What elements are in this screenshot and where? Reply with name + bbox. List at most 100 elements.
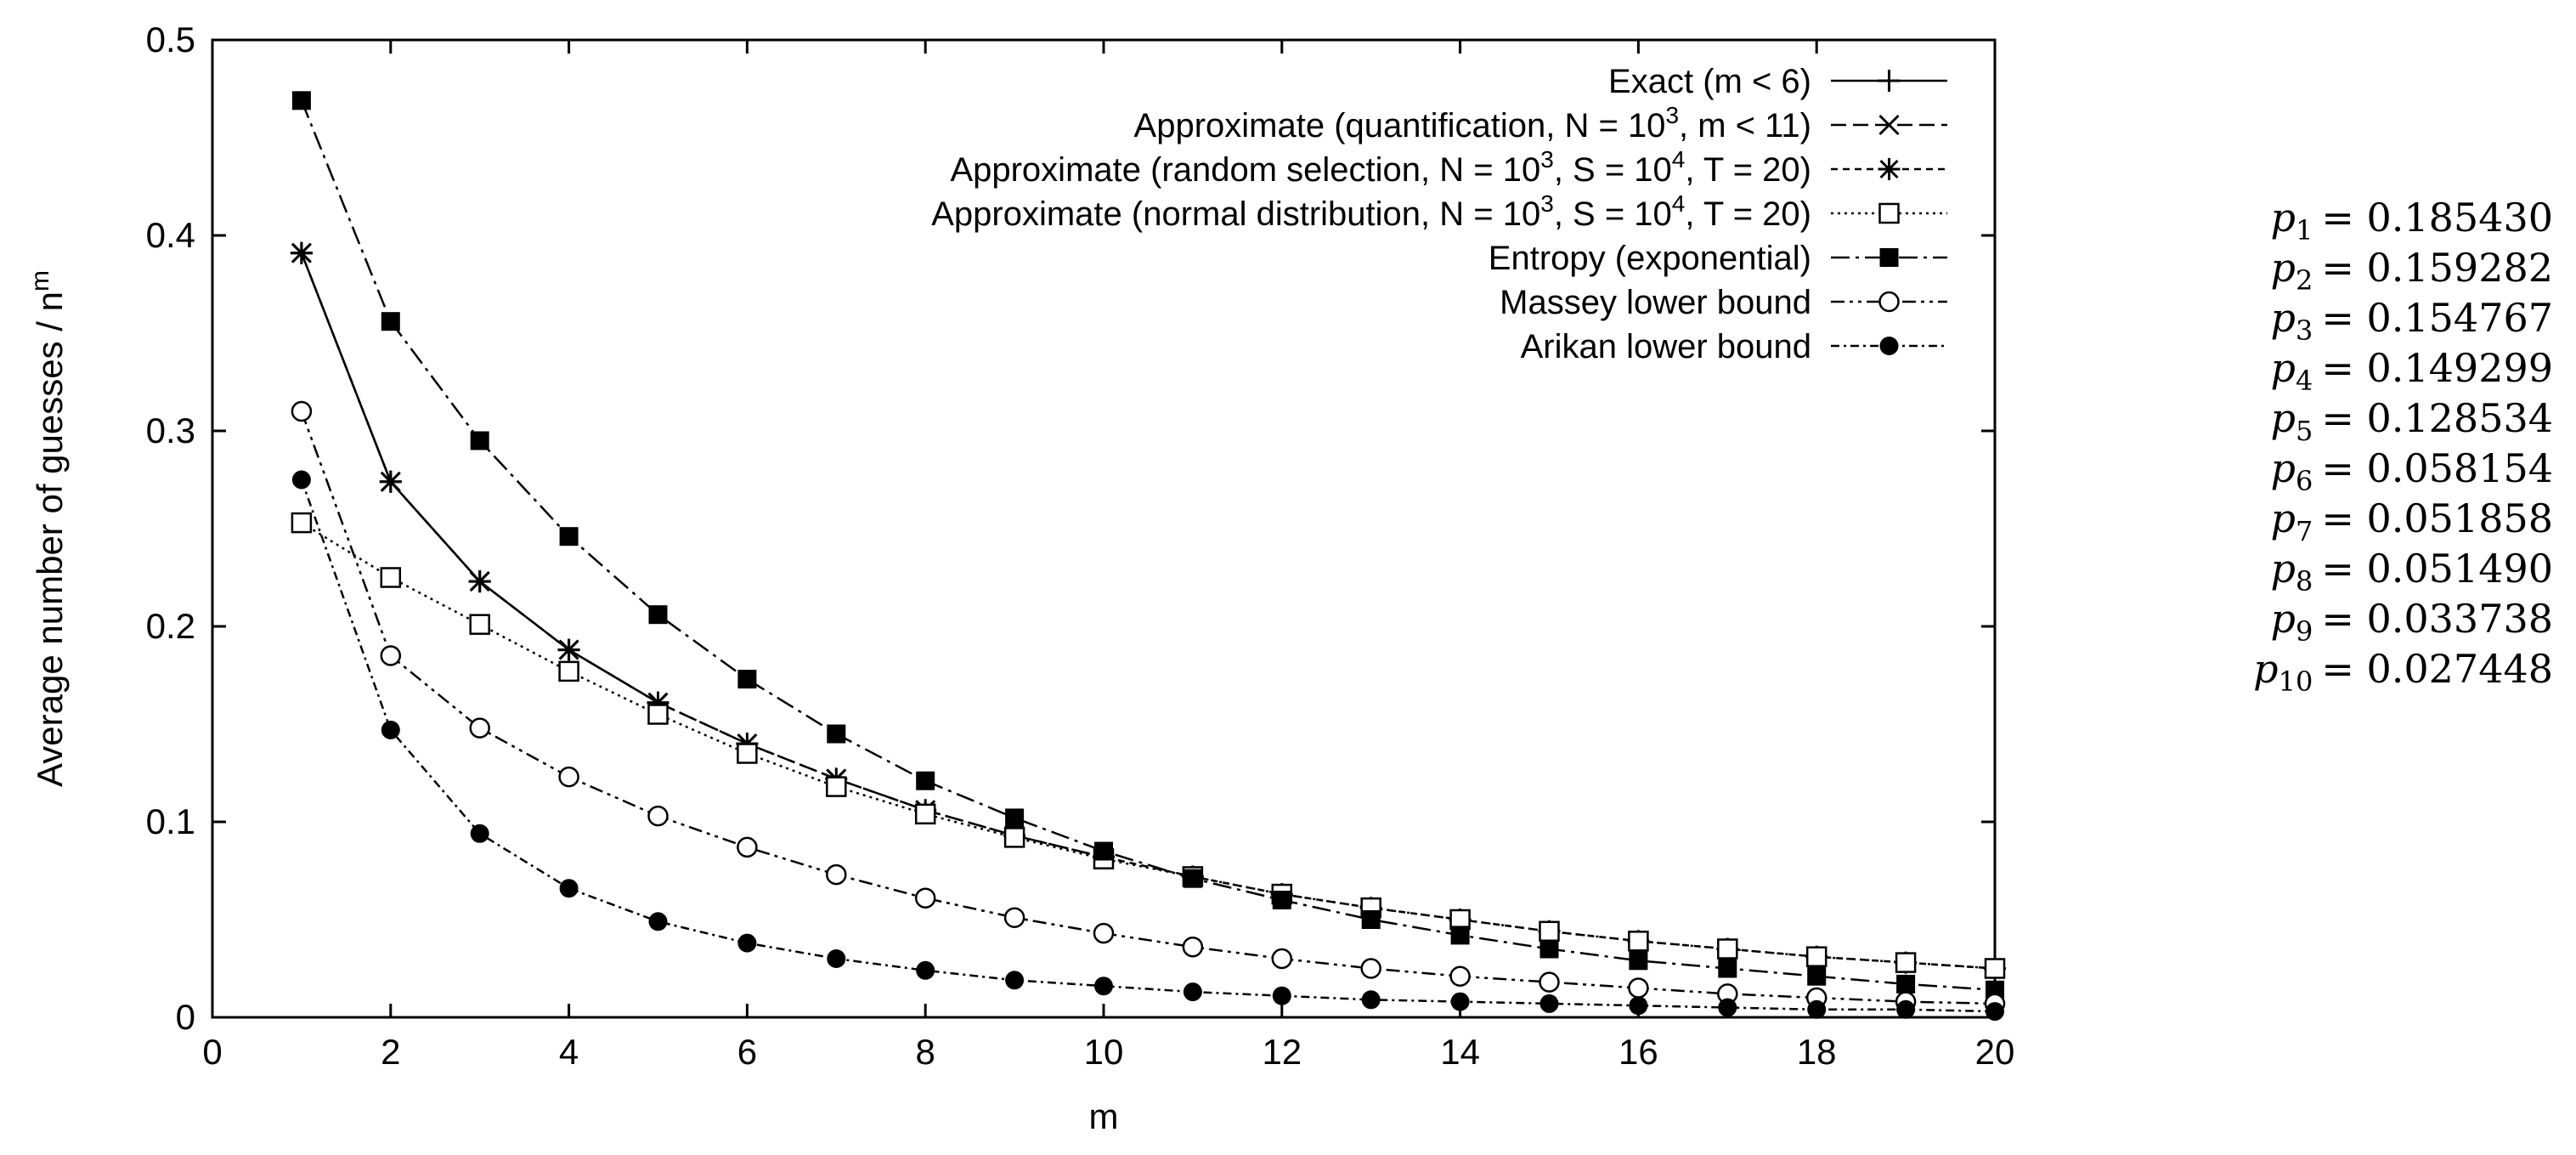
legend-text-part: Approximate (normal distribution, N = 10	[931, 195, 1540, 233]
data-point-arikan	[1896, 999, 1916, 1019]
x-tick-label: 12	[1262, 1032, 1302, 1072]
data-point-entropy	[916, 771, 935, 790]
x-axis-label: m	[1089, 1096, 1119, 1136]
data-point-normal	[558, 660, 579, 682]
legend-marker-entropy	[1879, 248, 1899, 267]
x-tick-label: 16	[1618, 1032, 1658, 1072]
probability-symbol: p	[2271, 445, 2296, 491]
data-point-random	[379, 470, 402, 493]
data-point-entropy	[1094, 841, 1113, 861]
probability-symbol: p	[2271, 495, 2296, 541]
legend-label-entropy: Entropy (exponential)	[1489, 240, 1811, 277]
x-tick-label: 20	[1975, 1032, 2015, 1072]
data-point-normal	[826, 776, 847, 797]
legend-item-normal: Approximate (normal distribution, N = 10…	[931, 190, 1947, 233]
y-tick-label: 0.4	[146, 215, 195, 255]
x-tick-label: 10	[1084, 1032, 1124, 1072]
data-point-arikan	[827, 949, 846, 968]
data-point-arikan	[1807, 999, 1827, 1019]
probability-symbol: p	[2271, 345, 2296, 391]
legend-superscript: 3	[1665, 102, 1679, 128]
probability-entry: p5 = 0.128534	[2271, 395, 2553, 447]
legend-label-random: Approximate (random selection, N = 103, …	[950, 146, 1811, 189]
x-tick-label: 8	[916, 1032, 935, 1072]
data-point-normal	[737, 743, 758, 764]
data-point-entropy	[1718, 959, 1737, 978]
series-entropy	[291, 91, 2004, 999]
data-point-entropy	[1183, 869, 1202, 888]
legend-marker-random	[1878, 158, 1901, 180]
probability-symbol: p	[2253, 646, 2278, 692]
legend-marker-quant	[1878, 114, 1900, 136]
data-point-entropy	[1272, 891, 1291, 909]
series-line-massey	[300, 410, 1996, 1005]
probability-subscript: 4	[2296, 365, 2313, 397]
data-point-arikan	[381, 720, 400, 739]
probability-symbol: p	[2271, 596, 2296, 642]
data-point-normal	[1628, 931, 1649, 952]
probability-subscript: 2	[2296, 264, 2313, 297]
y-tick-label: 0.1	[146, 801, 195, 841]
probability-value: = 0.128534	[2321, 395, 2553, 441]
probability-subscript: 3	[2296, 314, 2313, 347]
legend-item-arikan: Arikan lower bound	[1521, 328, 1947, 365]
probability-value: = 0.033738	[2321, 596, 2553, 642]
legend-text-part: , S = 10	[1554, 151, 1672, 189]
probability-entry: p1 = 0.185430	[2271, 195, 2553, 246]
probability-value: = 0.159282	[2321, 245, 2553, 291]
data-point-massey	[558, 766, 579, 788]
probability-entry: p10 = 0.027448	[2253, 646, 2553, 698]
data-point-entropy	[827, 724, 846, 744]
data-point-massey	[1628, 977, 1649, 999]
series-layer	[290, 91, 2006, 1022]
data-point-arikan	[1986, 1002, 2004, 1022]
data-point-entropy	[1539, 939, 1559, 959]
probability-value: = 0.051858	[2321, 495, 2553, 541]
data-point-massey	[291, 400, 313, 422]
data-point-entropy	[1361, 910, 1381, 929]
data-point-massey	[380, 645, 402, 666]
legend-item-exact: Exact (m < 6)	[1608, 63, 1947, 100]
data-point-entropy	[1629, 951, 1648, 971]
series-quant	[291, 242, 1115, 868]
legend-text-part: , S = 10	[1554, 195, 1672, 233]
data-point-arikan	[1539, 994, 1559, 1013]
x-tick-label: 14	[1440, 1032, 1480, 1072]
legend-marker-massey	[1878, 291, 1900, 313]
series-normal	[291, 512, 2006, 979]
data-point-massey	[1449, 965, 1471, 987]
probability-value: = 0.154767	[2321, 295, 2553, 341]
legend-label-massey: Massey lower bound	[1500, 284, 1811, 321]
data-point-entropy	[291, 91, 311, 110]
legend-superscript: 3	[1540, 190, 1554, 217]
y-tick-label: 0.3	[146, 410, 195, 450]
probability-symbol: p	[2271, 195, 2296, 241]
data-point-arikan	[648, 912, 668, 931]
data-point-entropy	[470, 431, 489, 450]
data-point-arikan	[1272, 986, 1291, 1005]
legend-label-arikan: Arikan lower bound	[1521, 328, 1811, 365]
probability-symbol: p	[2271, 546, 2296, 592]
legend-text-part: , T = 20)	[1685, 151, 1811, 189]
probability-entry: p8 = 0.051490	[2271, 546, 2553, 597]
y-axis-label-main: Average number of guesses / n	[30, 292, 70, 787]
legend-text-part: Entropy (exponential)	[1489, 240, 1811, 277]
data-point-random	[290, 241, 313, 264]
data-point-entropy	[1807, 966, 1827, 986]
x-tick-label: 2	[381, 1032, 400, 1072]
data-point-arikan	[1183, 982, 1202, 1002]
axis-ticks: 0 2 4 6 8 10 12 14 16 18 20 0 0.1 0.2 0.3 0.4 0.5	[146, 20, 2015, 1072]
data-point-massey	[1003, 907, 1025, 928]
data-point-random	[647, 691, 669, 714]
legend-text-part: , T = 20)	[1685, 195, 1811, 233]
data-point-normal	[1984, 958, 2006, 979]
data-point-entropy	[1005, 808, 1025, 828]
x-tick-label: 4	[559, 1032, 579, 1072]
data-point-arikan	[916, 960, 935, 980]
legend-label-quant: Approximate (quantification, N = 103, m …	[1134, 102, 1811, 144]
data-point-normal	[1805, 946, 1827, 967]
data-point-massey	[1093, 922, 1115, 944]
probability-entry: p6 = 0.058154	[2271, 445, 2553, 497]
data-point-normal	[1539, 920, 1560, 943]
probability-subscript: 5	[2296, 415, 2313, 447]
